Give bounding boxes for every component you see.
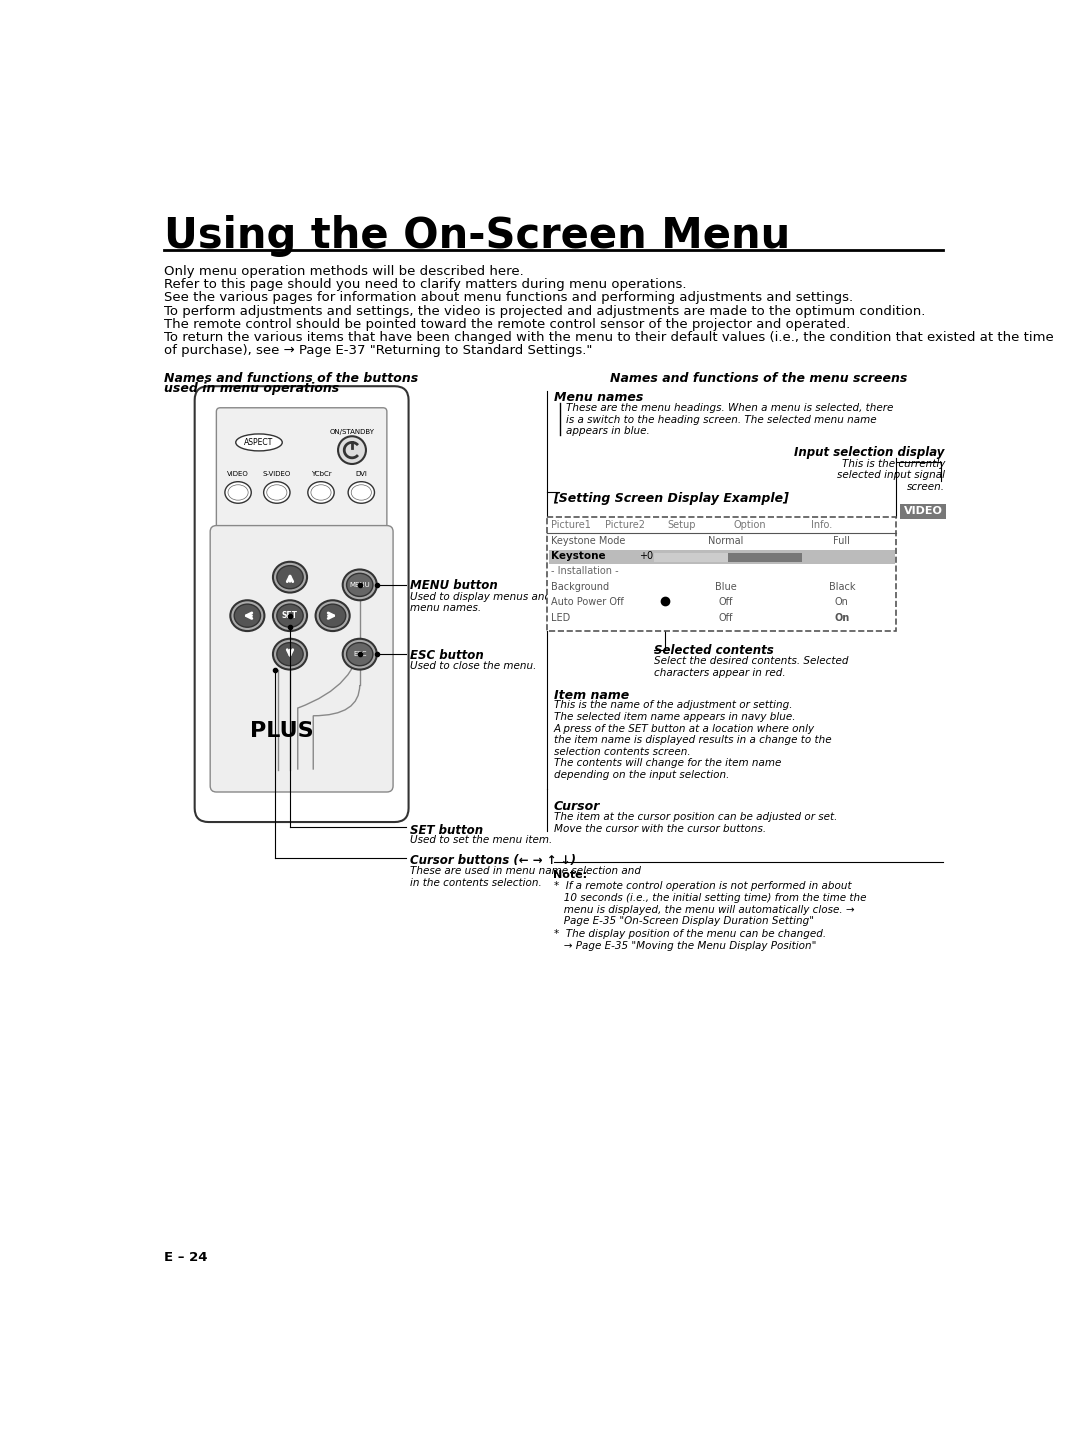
Bar bbox=[654, 553, 801, 562]
Text: Cursor buttons (← → ↑ ↓): Cursor buttons (← → ↑ ↓) bbox=[410, 855, 576, 867]
Text: Using the On-Screen Menu: Using the On-Screen Menu bbox=[164, 215, 791, 258]
Text: Refer to this page should you need to clarify matters during menu operations.: Refer to this page should you need to cl… bbox=[164, 278, 687, 291]
Ellipse shape bbox=[347, 643, 373, 666]
Text: Off: Off bbox=[718, 597, 732, 607]
Text: The item at the cursor position can be adjusted or set.
Move the cursor with the: The item at the cursor position can be a… bbox=[554, 813, 837, 834]
Text: ASPECT: ASPECT bbox=[244, 438, 273, 447]
Text: of purchase), see → Page E-37 "Returning to Standard Settings.": of purchase), see → Page E-37 "Returning… bbox=[164, 344, 593, 357]
Text: See the various pages for information about menu functions and performing adjust: See the various pages for information ab… bbox=[164, 291, 853, 304]
Ellipse shape bbox=[276, 604, 303, 627]
Text: Off: Off bbox=[718, 612, 732, 623]
Text: On: On bbox=[834, 612, 850, 623]
Text: DVI: DVI bbox=[355, 471, 367, 477]
Text: Menu names: Menu names bbox=[554, 391, 643, 403]
Text: Used to close the menu.: Used to close the menu. bbox=[410, 661, 537, 672]
Text: On: On bbox=[835, 597, 849, 607]
Text: These are the menu headings. When a menu is selected, there
is a switch to the h: These are the menu headings. When a menu… bbox=[566, 403, 893, 437]
Text: Cursor: Cursor bbox=[554, 800, 599, 814]
Text: The remote control should be pointed toward the remote control sensor of the pro: The remote control should be pointed tow… bbox=[164, 317, 851, 330]
Ellipse shape bbox=[348, 481, 375, 503]
Text: Used to display menus and in selection of
menu names.: Used to display menus and in selection o… bbox=[410, 592, 627, 614]
Text: used in menu operations: used in menu operations bbox=[164, 382, 340, 395]
Text: Selected contents: Selected contents bbox=[654, 644, 774, 657]
Ellipse shape bbox=[267, 484, 287, 500]
Text: MENU button: MENU button bbox=[410, 579, 498, 592]
Ellipse shape bbox=[273, 562, 307, 592]
Text: Info.: Info. bbox=[811, 520, 832, 530]
Text: Normal: Normal bbox=[707, 536, 743, 546]
Text: VIDEO: VIDEO bbox=[227, 471, 249, 477]
Text: Note:: Note: bbox=[554, 870, 588, 880]
Text: +0: +0 bbox=[638, 550, 653, 561]
Text: Setup: Setup bbox=[667, 520, 696, 530]
Text: Only menu operation methods will be described here.: Only menu operation methods will be desc… bbox=[164, 265, 524, 278]
Ellipse shape bbox=[338, 437, 366, 464]
Ellipse shape bbox=[342, 569, 377, 601]
Text: S-VIDEO: S-VIDEO bbox=[262, 471, 291, 477]
Ellipse shape bbox=[225, 481, 252, 503]
Text: Keystone: Keystone bbox=[551, 550, 606, 561]
Text: - Installation -: - Installation - bbox=[551, 566, 619, 576]
Text: ESC: ESC bbox=[353, 651, 366, 657]
Text: This is the currently
selected input signal
screen.: This is the currently selected input sig… bbox=[837, 458, 945, 491]
Bar bbox=[548, 517, 896, 631]
Ellipse shape bbox=[234, 604, 260, 627]
Ellipse shape bbox=[347, 574, 373, 597]
Text: ON/STANDBY: ON/STANDBY bbox=[329, 429, 375, 435]
Ellipse shape bbox=[273, 638, 307, 670]
Text: PLUS: PLUS bbox=[251, 720, 314, 741]
Text: E – 24: E – 24 bbox=[164, 1251, 208, 1264]
Ellipse shape bbox=[308, 481, 334, 503]
Ellipse shape bbox=[273, 601, 307, 631]
Text: Blue: Blue bbox=[715, 582, 737, 592]
Text: ESC button: ESC button bbox=[410, 648, 484, 661]
Text: VIDEO: VIDEO bbox=[904, 506, 943, 516]
Bar bbox=[549, 550, 894, 563]
Text: MENU: MENU bbox=[349, 582, 370, 588]
Ellipse shape bbox=[320, 604, 346, 627]
Text: Auto Power Off: Auto Power Off bbox=[551, 597, 624, 607]
Ellipse shape bbox=[228, 484, 248, 500]
Text: Names and functions of the menu screens: Names and functions of the menu screens bbox=[610, 372, 907, 385]
Ellipse shape bbox=[276, 643, 303, 666]
FancyBboxPatch shape bbox=[211, 526, 393, 793]
Bar bbox=[216, 526, 387, 532]
Text: Item name: Item name bbox=[554, 689, 629, 702]
Ellipse shape bbox=[351, 484, 372, 500]
Ellipse shape bbox=[264, 481, 291, 503]
Text: Select the desired contents. Selected
characters appear in red.: Select the desired contents. Selected ch… bbox=[654, 657, 849, 679]
Text: This is the name of the adjustment or setting.
The selected item name appears in: This is the name of the adjustment or se… bbox=[554, 700, 832, 780]
Bar bbox=[900, 504, 946, 519]
Text: Picture2: Picture2 bbox=[606, 520, 646, 530]
Text: To return the various items that have been changed with the menu to their defaul: To return the various items that have be… bbox=[164, 331, 1054, 344]
Text: Full: Full bbox=[834, 536, 850, 546]
Ellipse shape bbox=[342, 638, 377, 670]
Text: *  If a remote control operation is not performed in about
   10 seconds (i.e., : * If a remote control operation is not p… bbox=[554, 882, 866, 927]
Text: *  The display position of the menu can be changed.
   → Page E-35 "Moving the M: * The display position of the menu can b… bbox=[554, 929, 825, 951]
Text: Background: Background bbox=[551, 582, 609, 592]
Text: YCbCr: YCbCr bbox=[311, 471, 332, 477]
Text: To perform adjustments and settings, the video is projected and adjustments are : To perform adjustments and settings, the… bbox=[164, 304, 926, 317]
Ellipse shape bbox=[235, 434, 282, 451]
Text: Keystone Mode: Keystone Mode bbox=[551, 536, 625, 546]
Text: [Setting Screen Display Example]: [Setting Screen Display Example] bbox=[554, 493, 789, 506]
Text: These are used in menu name selection and
in the contents selection.: These are used in menu name selection an… bbox=[410, 866, 642, 888]
Text: Option: Option bbox=[733, 520, 766, 530]
Text: Input selection display: Input selection display bbox=[795, 447, 945, 460]
Text: LED: LED bbox=[551, 612, 570, 623]
Ellipse shape bbox=[230, 601, 265, 631]
Text: Picture1: Picture1 bbox=[551, 520, 591, 530]
Text: Black: Black bbox=[828, 582, 855, 592]
Ellipse shape bbox=[315, 601, 350, 631]
Text: Used to set the menu item.: Used to set the menu item. bbox=[410, 836, 552, 844]
Bar bbox=[654, 553, 728, 562]
Text: SET: SET bbox=[282, 611, 298, 620]
Ellipse shape bbox=[276, 566, 303, 589]
FancyBboxPatch shape bbox=[194, 386, 408, 821]
Text: Names and functions of the buttons: Names and functions of the buttons bbox=[164, 372, 419, 385]
Ellipse shape bbox=[311, 484, 332, 500]
Text: SET button: SET button bbox=[410, 824, 483, 837]
FancyBboxPatch shape bbox=[216, 408, 387, 530]
